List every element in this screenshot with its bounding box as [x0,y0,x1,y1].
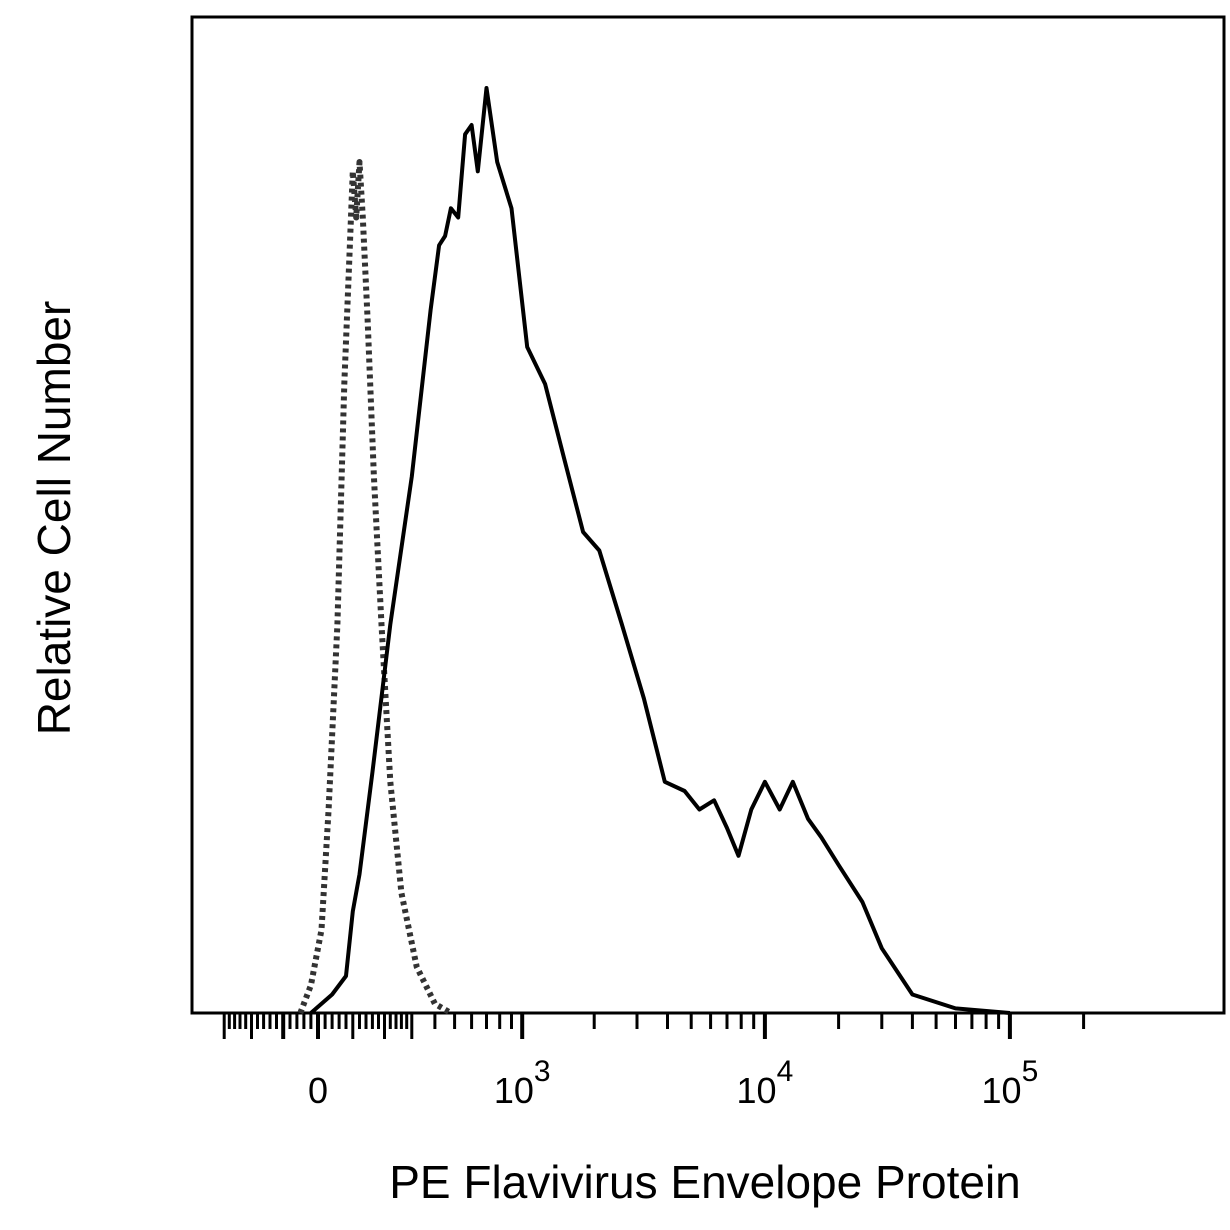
x-tick-label: 105 [982,1055,1039,1111]
y-axis-label: Relative Cell Number [28,301,80,736]
x-tick-labels: 0 103 104 105 [308,1055,1038,1111]
series-layer [297,86,1011,1016]
x-tick-label: 0 [308,1070,328,1111]
series-line-stained [309,86,1011,1015]
x-tick-label: 104 [737,1055,794,1111]
plot-frame [190,15,1226,1015]
x-tick-label: 103 [494,1055,551,1111]
series-line-control [297,159,453,1016]
x-axis-label: PE Flavivirus Envelope Protein [389,1156,1021,1208]
x-minor-ticks [222,1013,1086,1039]
x-major-ticks [281,1013,1012,1039]
